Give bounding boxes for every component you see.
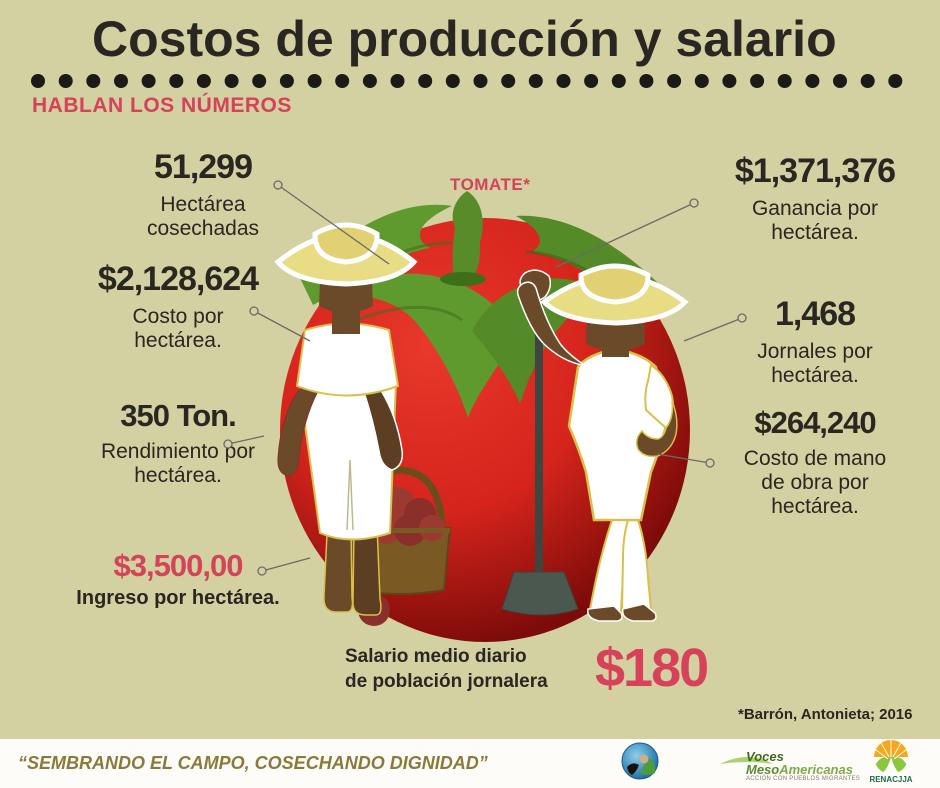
svg-text:MesoAmericanas: MesoAmericanas — [746, 762, 853, 777]
svg-text:ACCIÓN CON PUEBLOS MIGRANTES: ACCIÓN CON PUEBLOS MIGRANTES — [746, 775, 860, 782]
svg-text:RENACJJA: RENACJJA — [869, 775, 912, 783]
